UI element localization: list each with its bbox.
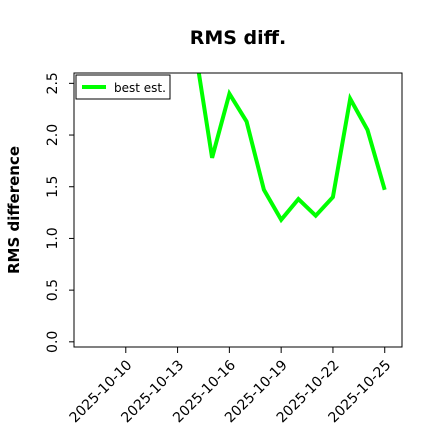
x-axis-ticks: 2025-10-102025-10-132025-10-162025-10-19… (67, 347, 394, 426)
y-tick-label: 1.0 (45, 227, 61, 249)
legend-label-best-est: best est. (114, 81, 166, 95)
series-line-best-est (196, 73, 387, 224)
series-layer (196, 73, 387, 224)
y-tick-label: 1.5 (45, 176, 61, 198)
legend: best est. (75, 74, 171, 100)
y-axis-ticks: 0.0 0.5 1.0 1.5 2.0 2.5 (45, 72, 74, 353)
y-axis-label: RMS difference (5, 146, 23, 274)
y-tick-label: 2.5 (45, 72, 61, 94)
y-tick-label: 0.0 (45, 331, 61, 353)
chart-title: RMS diff. (190, 27, 287, 49)
y-tick-label: 0.5 (45, 279, 61, 301)
plot-frame (73, 72, 403, 348)
y-tick-label: 2.0 (45, 124, 61, 146)
